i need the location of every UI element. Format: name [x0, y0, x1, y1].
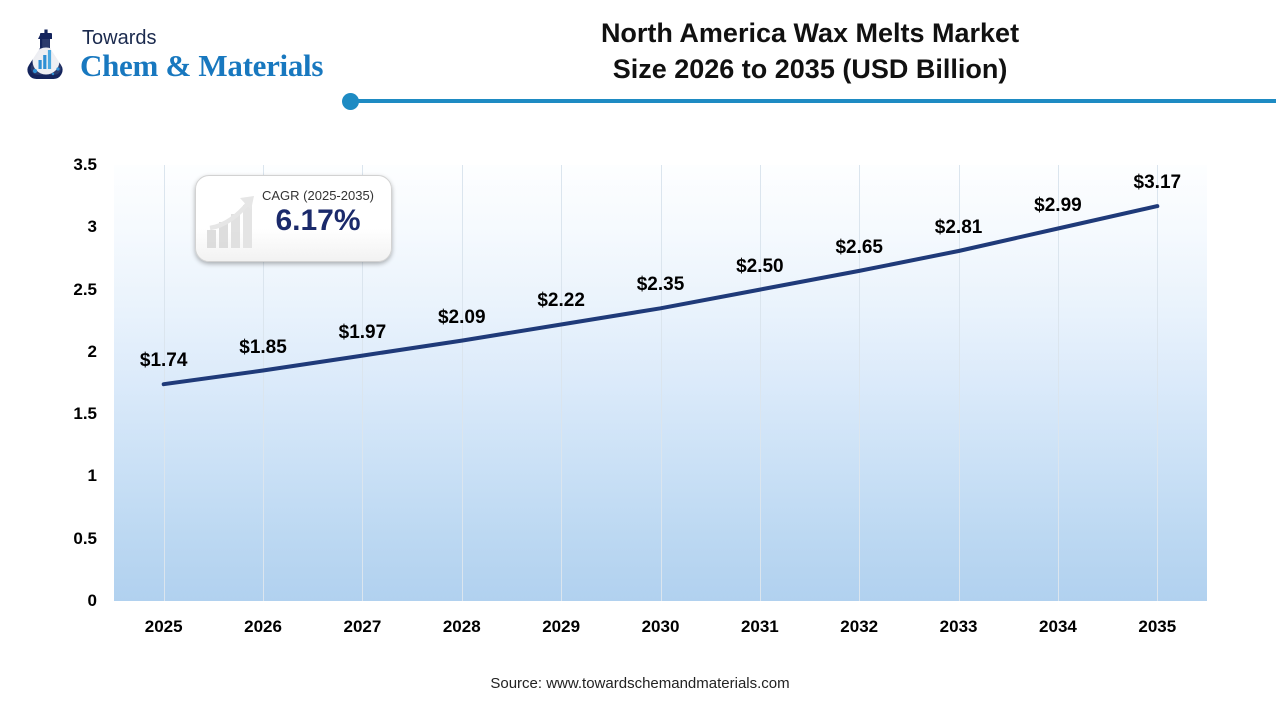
y-axis-tick-label: 0.5 — [73, 528, 97, 548]
header-divider-rule — [344, 99, 1276, 103]
x-axis-tick-label: 2031 — [740, 617, 779, 636]
x-axis-tick-label: 2035 — [1138, 617, 1177, 636]
y-axis-tick-label: 2 — [87, 341, 97, 361]
y-axis-tick-label: 3.5 — [73, 155, 97, 174]
x-axis-tick-label: 2034 — [1039, 617, 1077, 636]
x-axis-tick-label: 2027 — [343, 617, 382, 636]
gridline-vertical — [163, 165, 165, 601]
title-line-1: North America Wax Melts Market — [600, 18, 1020, 48]
y-axis-tick-label: 1.5 — [73, 404, 97, 424]
page-title: North America Wax Melts Market Size 2026… — [420, 16, 1200, 87]
data-point-label: $3.17 — [1133, 172, 1182, 194]
gridline-vertical — [561, 165, 563, 601]
y-axis-tick-label: 1 — [87, 466, 97, 486]
x-axis-tick-label: 2032 — [840, 617, 879, 636]
x-axis-tick-label: 2028 — [442, 617, 481, 636]
data-point-label: $2.81 — [934, 216, 983, 238]
brand-logo[interactable]: Towards Chem & Materials — [20, 28, 323, 81]
data-point-label: $2.09 — [437, 306, 486, 328]
data-point-label: $1.74 — [139, 350, 188, 372]
x-axis-tick-label: 2033 — [939, 617, 978, 636]
x-axis-tick-label: 2025 — [144, 617, 183, 636]
x-axis-tick-label: 2030 — [641, 617, 680, 636]
data-point-label: $1.85 — [239, 336, 287, 358]
y-axis-tick-label: 0 — [87, 591, 97, 610]
data-point-label: $2.22 — [537, 290, 585, 312]
x-axis-tick-label: 2026 — [244, 617, 282, 636]
gridline-vertical — [859, 165, 861, 601]
data-point-label: $2.50 — [736, 255, 784, 277]
cagr-value: 6.17% — [275, 204, 361, 237]
title-line-2: Size 2026 to 2035 (USD Billion) — [612, 53, 1008, 84]
gridline-vertical — [660, 165, 662, 601]
gridline-vertical — [759, 165, 761, 601]
data-point-label: $2.65 — [835, 236, 883, 258]
gridline-vertical — [1157, 165, 1159, 601]
growth-bar-chart-arrow-icon — [207, 196, 254, 248]
source-note: Source: www.towardschemandmaterials.com — [490, 675, 790, 692]
brand-line-chem-materials: Chem & Materials — [80, 48, 324, 83]
gridline-vertical — [461, 165, 463, 601]
cagr-badge: CAGR (2025-2035) 6.17% — [195, 175, 392, 262]
brand-line-towards: Towards — [82, 27, 157, 49]
page-header: Towards Chem & Materials North America W… — [0, 0, 1280, 120]
data-point-label: $2.99 — [1034, 194, 1082, 216]
brand-wordmark: Towards Chem & Materials — [80, 28, 323, 81]
data-point-label: $2.35 — [636, 274, 685, 296]
y-axis-tick-label: 3 — [87, 217, 97, 237]
x-axis-tick-label: 2029 — [542, 617, 581, 636]
data-point-label: $1.97 — [338, 321, 387, 343]
y-axis-tick-label: 2.5 — [73, 279, 97, 299]
cagr-label: CAGR (2025-2035) — [262, 188, 374, 203]
gridline-vertical — [1057, 165, 1059, 601]
flask-bar-chart-icon — [27, 29, 63, 79]
